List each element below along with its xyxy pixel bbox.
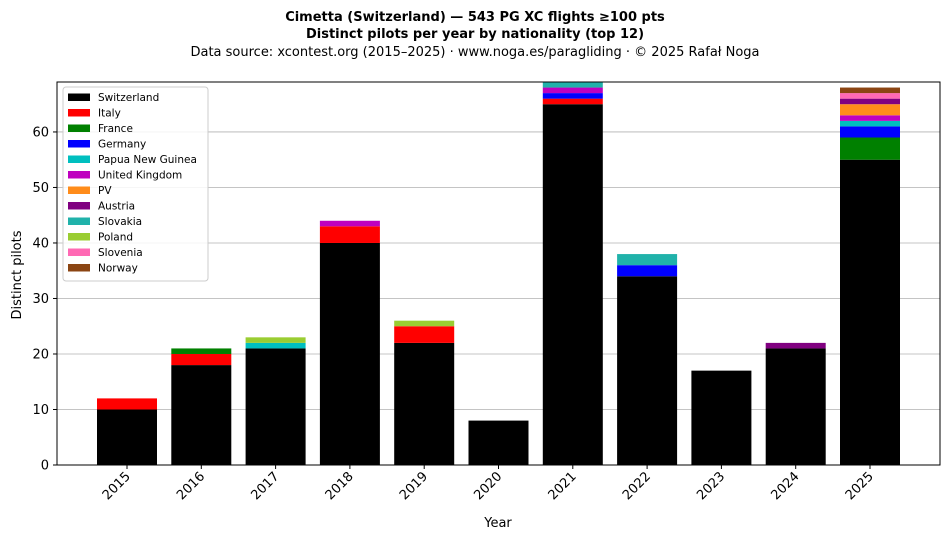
legend-entry: Switzerland — [98, 92, 159, 104]
legend-entry: France — [98, 123, 133, 135]
bar-segment — [394, 320, 455, 327]
legend-entry: Norway — [98, 263, 138, 275]
y-tick-label: 60 — [32, 125, 49, 140]
x-tick-label: 2017 — [248, 469, 282, 503]
bar-segment — [617, 276, 678, 465]
chart-subtitle: Distinct pilots per year by nationality … — [306, 27, 644, 42]
bar-segment — [840, 126, 900, 138]
legend-entry: Slovenia — [98, 247, 143, 259]
bar-segment — [542, 93, 603, 99]
chart-source-note: Data source: xcontest.org (2015–2025) · … — [190, 45, 759, 60]
bar-segment — [765, 348, 826, 465]
x-tick-label: 2024 — [769, 469, 803, 503]
x-tick-label: 2021 — [546, 469, 580, 503]
bar-segment — [171, 365, 232, 465]
y-tick-label: 20 — [32, 347, 49, 362]
x-tick-label: 2018 — [323, 469, 357, 503]
bar-segment — [840, 159, 900, 465]
x-tick-label: 2025 — [843, 469, 877, 503]
bar-segment — [97, 409, 157, 465]
bar-segment — [691, 370, 752, 465]
bars — [97, 82, 900, 466]
legend: Switzerland Italy France Germany Papua New G… — [62, 86, 209, 282]
legend-swatch — [68, 109, 90, 117]
x-tick-label: 2022 — [620, 469, 654, 503]
bar-segment — [319, 226, 380, 243]
legend-entry: United Kingdom — [98, 170, 182, 182]
bar-segment — [542, 82, 603, 88]
legend-swatch — [68, 202, 90, 210]
bar-segment — [840, 93, 900, 99]
x-tick-label: 2023 — [694, 469, 728, 503]
bar-segment — [765, 342, 826, 349]
legend-swatch — [68, 217, 90, 225]
bar-segment — [394, 326, 455, 343]
x-axis-label: Year — [483, 516, 512, 531]
legend-swatch — [68, 93, 90, 101]
legend-swatch — [68, 264, 90, 272]
x-tick-label: 2015 — [100, 469, 134, 503]
y-tick-label: 40 — [32, 236, 49, 251]
y-tick-label: 30 — [32, 292, 49, 307]
legend-swatch — [68, 186, 90, 194]
legend-entry: Poland — [98, 232, 133, 244]
legend-entry: Papua New Guinea — [98, 154, 197, 166]
bar-segment — [840, 120, 900, 127]
bar-segment — [542, 98, 603, 105]
legend-entry: Slovakia — [98, 216, 142, 228]
x-tick-label: 2019 — [397, 469, 431, 503]
bar-segment — [245, 348, 306, 465]
y-tick-label: 10 — [32, 403, 49, 418]
bar-segment — [245, 342, 306, 349]
legend-box — [62, 86, 209, 282]
bar-segment — [245, 337, 306, 343]
legend-entry: Italy — [98, 108, 121, 120]
legend-swatch — [68, 233, 90, 241]
x-tick-label: 2016 — [174, 469, 208, 503]
bar-segment — [97, 398, 157, 410]
legend-swatch — [68, 124, 90, 132]
y-tick-label: 0 — [41, 459, 49, 474]
legend-entry: Germany — [98, 139, 146, 151]
bar-segment — [542, 104, 603, 466]
bar-segment — [319, 220, 380, 227]
bar-segment — [840, 87, 900, 94]
legend-entry: Austria — [98, 201, 135, 213]
bar-segment — [171, 353, 232, 366]
chart-title: Cimetta (Switzerland) — 543 PG XC flight… — [285, 10, 665, 25]
bar-segment — [617, 254, 678, 266]
bar-segment — [171, 348, 232, 354]
y-tick-label: 50 — [32, 181, 49, 196]
bar-segment — [617, 265, 678, 277]
legend-entry: PV — [98, 185, 112, 197]
legend-swatch — [68, 248, 90, 256]
bar-segment — [319, 242, 380, 465]
bar-segment — [840, 137, 900, 160]
bar-segment — [840, 104, 900, 116]
y-axis-label: Distinct pilots — [10, 230, 25, 319]
legend-swatch — [68, 140, 90, 148]
bar-segment — [542, 87, 603, 94]
legend-swatch — [68, 171, 90, 179]
bar-segment — [840, 98, 900, 105]
legend-swatch — [68, 155, 90, 163]
bar-segment — [468, 420, 529, 465]
bar-segment — [840, 115, 900, 121]
x-tick-label: 2020 — [471, 469, 505, 503]
bar-segment — [394, 342, 455, 465]
